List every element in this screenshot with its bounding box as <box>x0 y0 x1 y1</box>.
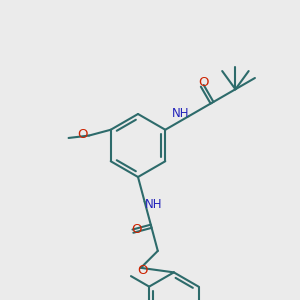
Text: NH: NH <box>145 198 163 211</box>
Text: O: O <box>199 76 209 89</box>
Text: O: O <box>131 223 142 236</box>
Text: O: O <box>137 264 148 277</box>
Text: O: O <box>77 128 88 141</box>
Text: NH: NH <box>172 107 189 120</box>
